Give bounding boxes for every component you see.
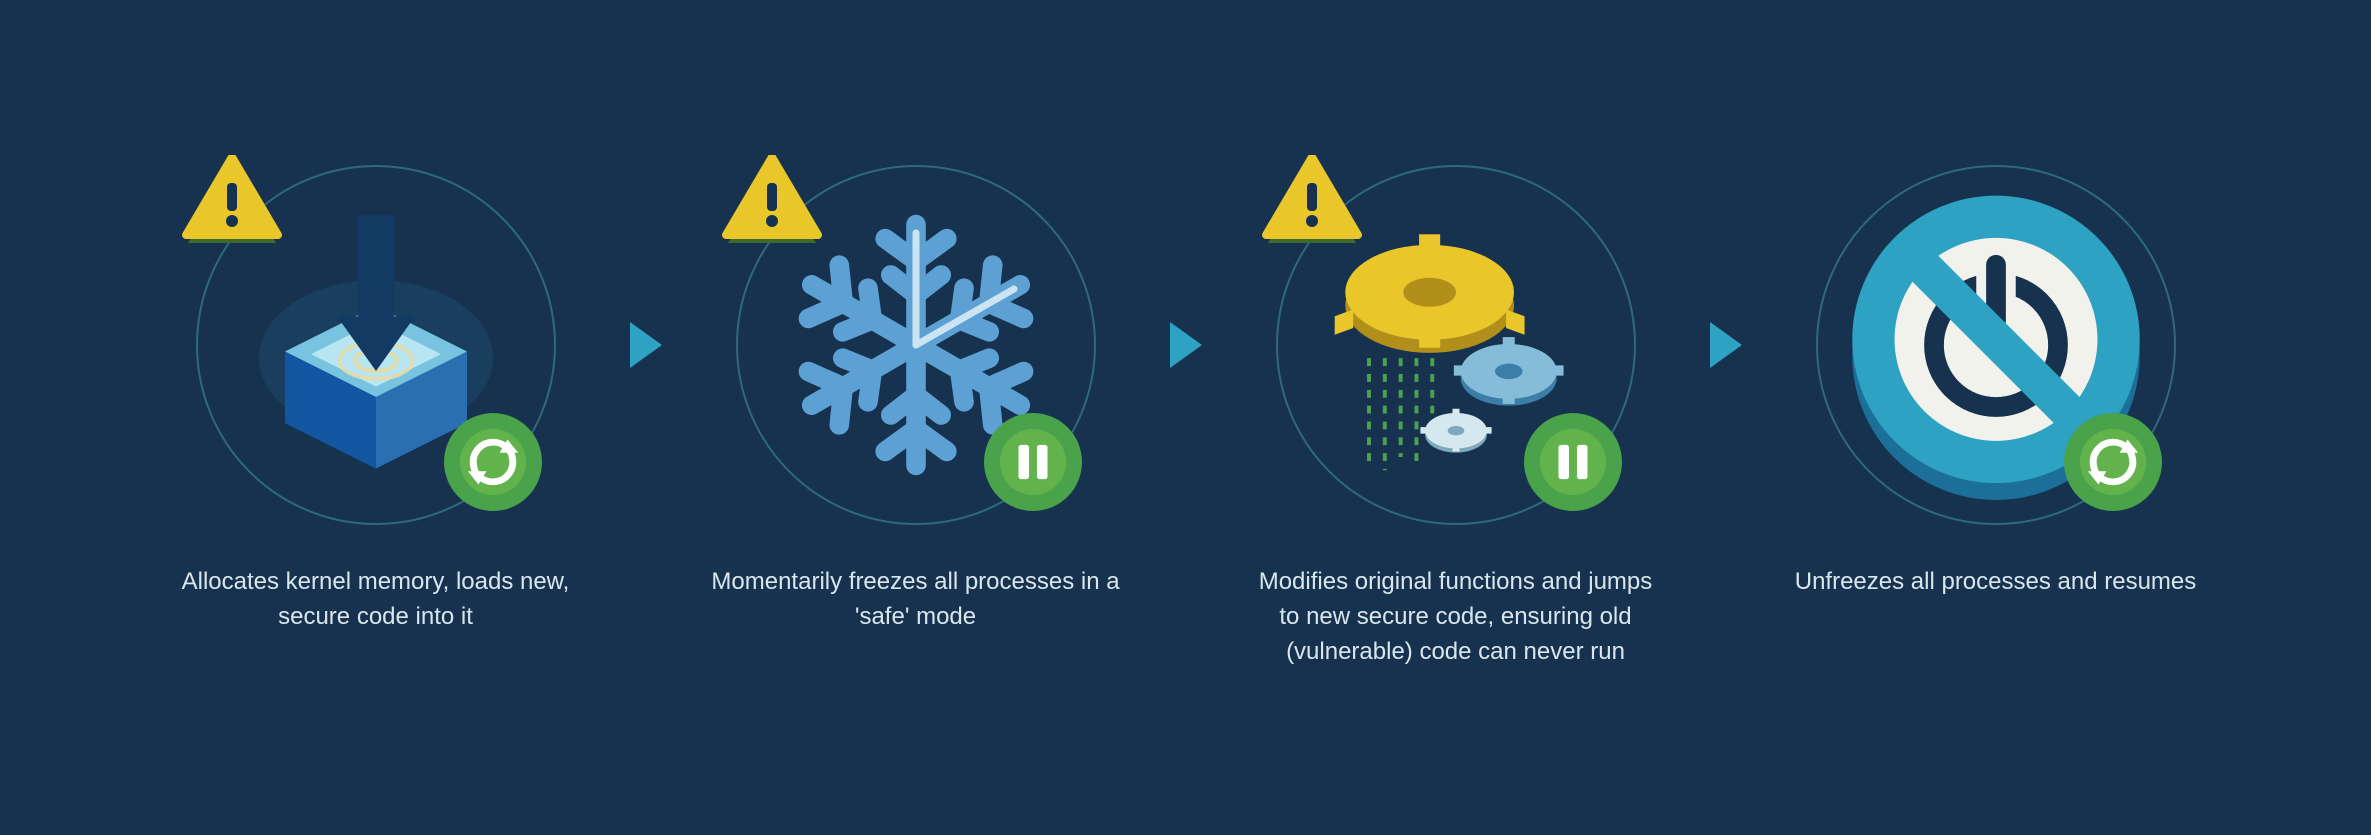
pause-badge bbox=[984, 413, 1082, 511]
arrow-1 bbox=[626, 165, 666, 525]
step-2-caption: Momentarily freezes all processes in a '… bbox=[706, 565, 1126, 635]
step-1-graphic bbox=[196, 165, 556, 525]
chevron-right-icon bbox=[1166, 320, 1206, 370]
step-2: Momentarily freezes all processes in a '… bbox=[696, 165, 1136, 635]
step-3-graphic bbox=[1276, 165, 1636, 525]
step-3-caption: Modifies original functions and jumps to… bbox=[1246, 565, 1666, 669]
step-4: Unfreezes all processes and resumes bbox=[1776, 165, 2216, 600]
step-1: Allocates kernel memory, loads new, secu… bbox=[156, 165, 596, 635]
step-4-graphic bbox=[1816, 165, 2176, 525]
warning-icon bbox=[1262, 155, 1362, 245]
pause-icon bbox=[1000, 429, 1066, 495]
arrow-3 bbox=[1706, 165, 1746, 525]
refresh-icon bbox=[460, 429, 526, 495]
step-4-caption: Unfreezes all processes and resumes bbox=[1795, 565, 2197, 600]
warning-icon bbox=[182, 155, 282, 245]
warning-icon bbox=[722, 155, 822, 245]
refresh-icon bbox=[2080, 429, 2146, 495]
step-3: Modifies original functions and jumps to… bbox=[1236, 165, 1676, 669]
pause-badge bbox=[1524, 413, 1622, 511]
infographic-row: Allocates kernel memory, loads new, secu… bbox=[76, 165, 2296, 669]
refresh-badge bbox=[2064, 413, 2162, 511]
step-2-graphic bbox=[736, 165, 1096, 525]
arrow-2 bbox=[1166, 165, 1206, 525]
pause-icon bbox=[1540, 429, 1606, 495]
chevron-right-icon bbox=[1706, 320, 1746, 370]
refresh-badge bbox=[444, 413, 542, 511]
step-1-caption: Allocates kernel memory, loads new, secu… bbox=[166, 565, 586, 635]
chevron-right-icon bbox=[626, 320, 666, 370]
